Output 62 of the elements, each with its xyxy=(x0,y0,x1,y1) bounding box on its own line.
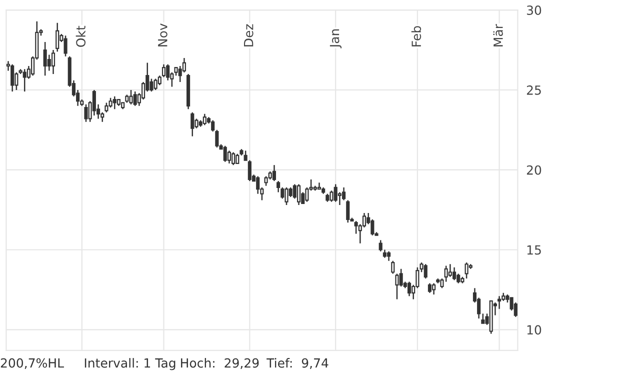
candlestick xyxy=(104,102,108,113)
candlestick xyxy=(133,90,137,107)
x-tick-label: Okt xyxy=(76,26,86,47)
candlestick xyxy=(305,186,309,202)
candlestick xyxy=(166,64,170,81)
candlestick xyxy=(256,176,260,194)
text: Tief: 9,74 xyxy=(266,358,328,369)
candlestick xyxy=(64,34,68,58)
candlestick xyxy=(51,49,56,75)
x-tick-label: Nov xyxy=(158,24,168,46)
candlestick xyxy=(481,313,485,324)
y-tick-label: 30 xyxy=(526,6,542,15)
text: Hoch: 29,29 xyxy=(181,358,259,369)
candlestick xyxy=(342,186,346,201)
x-tick-label: Feb xyxy=(411,26,422,46)
candlestick xyxy=(432,282,436,296)
y-tick-label: 10 xyxy=(527,325,542,335)
y-tick-label: 15 xyxy=(527,245,541,255)
candlestick xyxy=(129,89,133,105)
candlestick xyxy=(296,184,301,206)
candlestick xyxy=(391,260,395,274)
candlestick xyxy=(56,22,60,52)
candlestick xyxy=(407,281,412,297)
candlestick xyxy=(428,282,432,294)
y-tick-label: 20 xyxy=(526,165,542,175)
candlestick xyxy=(190,112,194,137)
x-tick-label: Jan xyxy=(330,29,342,48)
candlestick xyxy=(223,145,227,162)
x-tick-label: Dez xyxy=(244,24,254,46)
candlestick xyxy=(43,41,47,76)
candlestick xyxy=(92,89,96,116)
candlestick xyxy=(84,104,88,123)
candlestick xyxy=(108,97,112,108)
candlestick xyxy=(464,262,468,280)
text: Intervall: 1 Tag xyxy=(84,358,176,370)
candlestick xyxy=(399,268,403,288)
candlestick xyxy=(452,266,456,281)
x-tick-label: Mär xyxy=(493,24,503,46)
candlestick xyxy=(395,273,399,300)
candlestick xyxy=(264,176,268,186)
candlestick xyxy=(498,295,502,310)
candlestick xyxy=(22,68,26,92)
candlestick xyxy=(10,64,14,92)
candlestick xyxy=(202,113,206,126)
candlestick xyxy=(448,264,452,278)
y-tick-label: 25 xyxy=(526,85,541,95)
candlestick xyxy=(150,78,154,92)
candlestick xyxy=(236,153,240,164)
candlestick xyxy=(346,200,350,224)
candlestick xyxy=(387,250,391,262)
text: 200,7%HL xyxy=(0,358,64,369)
candlestick xyxy=(292,184,296,200)
candlestick xyxy=(154,78,158,91)
candlestick xyxy=(330,190,334,202)
candlestick xyxy=(424,264,428,280)
candlestick xyxy=(284,186,288,206)
candlestick xyxy=(227,150,231,164)
candlestick xyxy=(272,164,276,182)
candlestick xyxy=(232,152,236,166)
candlestick xyxy=(334,184,338,202)
candlestick xyxy=(182,57,186,73)
candlestick xyxy=(112,96,116,110)
